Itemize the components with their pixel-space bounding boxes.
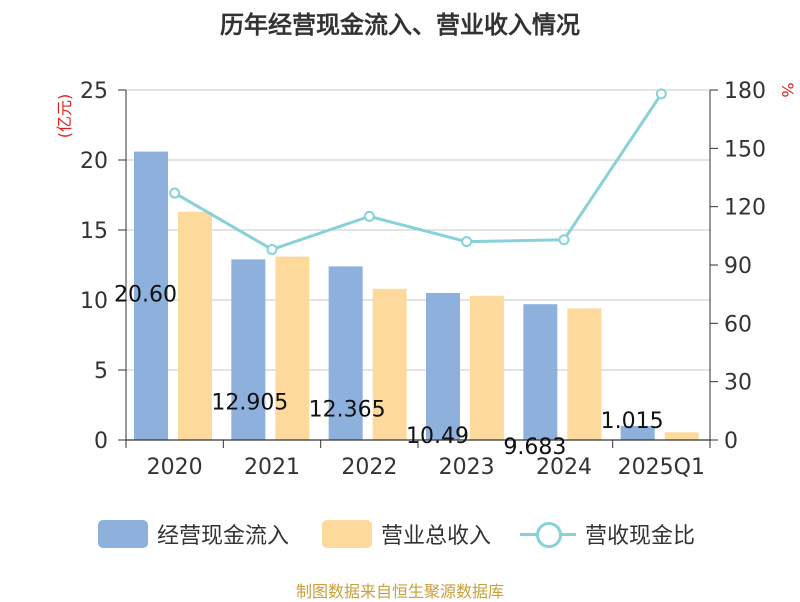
x-tick-label: 2023 — [439, 455, 495, 480]
data-label-cash-inflow: 10.49 — [406, 424, 469, 449]
legend-item-revenue[interactable]: 营业总收入 — [322, 512, 491, 556]
x-tick-label: 2025Q1 — [618, 455, 705, 480]
point-cash-ratio — [169, 187, 181, 199]
point-cash-ratio — [461, 236, 473, 248]
bar-cash-inflow — [523, 304, 558, 440]
x-tick-label: 2021 — [244, 455, 300, 480]
point-cash-ratio — [655, 88, 667, 100]
right-tick-label: 90 — [724, 254, 752, 279]
bar-cash-inflow — [328, 266, 363, 440]
right-tick-label: 0 — [724, 429, 738, 454]
chart-title: 历年经营现金流入、营业收入情况 — [220, 11, 580, 39]
bar-revenue — [567, 308, 602, 440]
data-label-cash-inflow: 9.683 — [503, 435, 566, 460]
data-label-cash-inflow: 1.015 — [601, 409, 664, 434]
chart-legend: 经营现金流入 营业总收入 营收现金比 — [0, 512, 800, 556]
data-label-cash-inflow: 12.905 — [211, 390, 288, 415]
left-tick-label: 5 — [94, 359, 108, 384]
bar-cash-inflow — [426, 293, 460, 440]
x-tick-label: 2024 — [536, 455, 592, 480]
point-cash-ratio — [363, 210, 375, 222]
bar-cash-inflow — [620, 426, 655, 440]
legend-swatch-cash-ratio — [520, 520, 576, 548]
bar-revenue — [664, 432, 699, 440]
bar-cash-inflow — [134, 151, 168, 440]
right-tick-label: 60 — [724, 312, 752, 337]
legend-item-cash-inflow[interactable]: 经营现金流入 — [98, 512, 289, 556]
right-tick-label: 150 — [724, 137, 766, 162]
right-tick-label: 30 — [724, 371, 752, 396]
right-tick-label: 180 — [724, 79, 766, 104]
x-tick-label: 2022 — [341, 455, 397, 480]
left-tick-label: 20 — [80, 149, 108, 174]
data-label-cash-inflow: 12.365 — [309, 397, 386, 422]
legend-item-cash-ratio[interactable]: 营收现金比 — [520, 512, 695, 556]
right-tick-label: 120 — [724, 196, 766, 221]
legend-label-cash-inflow: 经营现金流入 — [157, 524, 290, 549]
legend-swatch-revenue — [322, 520, 372, 548]
bar-cash-inflow — [231, 259, 266, 440]
left-tick-label: 15 — [80, 219, 108, 244]
bar-revenue — [372, 288, 407, 440]
legend-label-revenue: 营业总收入 — [381, 524, 492, 549]
point-cash-ratio — [558, 234, 570, 246]
left-axis-unit-label: (亿元) — [55, 94, 74, 139]
data-label-cash-inflow: 20.60 — [114, 283, 177, 308]
legend-label-cash-ratio: 营收现金比 — [585, 524, 696, 549]
right-axis-unit-label: % — [778, 82, 797, 97]
data-source-note: 制图数据来自恒生聚源数据库 — [295, 582, 504, 601]
bar-revenue — [470, 295, 504, 440]
bar-revenue — [275, 256, 310, 440]
left-tick-label: 10 — [80, 289, 108, 314]
left-tick-label: 25 — [80, 79, 108, 104]
x-tick-label: 2020 — [147, 455, 203, 480]
line-cash-ratio — [173, 93, 663, 251]
left-tick-label: 0 — [94, 429, 108, 454]
bar-revenue — [178, 211, 212, 440]
legend-swatch-cash-inflow — [98, 520, 148, 548]
point-cash-ratio — [266, 243, 278, 255]
